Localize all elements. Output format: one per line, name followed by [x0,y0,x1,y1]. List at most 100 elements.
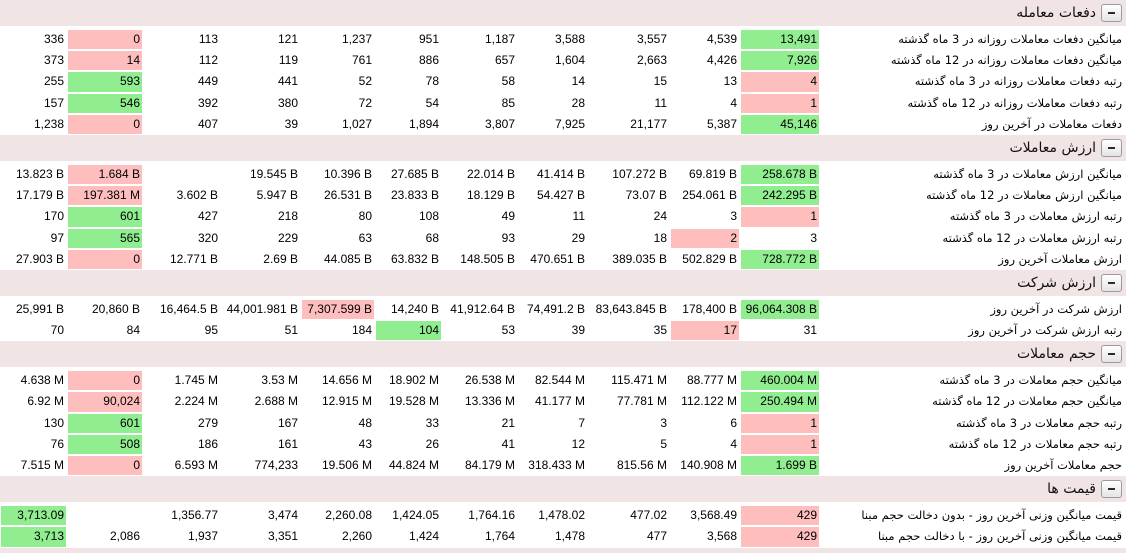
value-cell: 3.602 B [176,188,218,203]
stats-section: دفعات معامله میانگین دفعات معاملات روزانه… [0,0,1126,135]
collapse-toggle-button[interactable] [1101,4,1122,22]
row-label: حجم معاملات آخرین روز [1004,458,1122,472]
value-cell: 336 [43,32,64,46]
value-cell-highlight-green: 242.295 B [740,185,820,206]
value-cell: 95 [204,323,218,338]
value-cell: 774,233 [254,458,298,472]
section-title: ارزش شرکت [1017,274,1096,291]
value-cell-highlight-pink: 7,307.599 B [301,299,375,320]
value-cell: 407 [197,116,218,131]
value-cell-highlight-pink: 0 [67,114,143,135]
value-cell: 167 [277,415,298,430]
value-cell: 11 [654,95,667,110]
table-row: دفعات معاملات در آخرین روز 45,146 5,387 21,… [0,114,1126,135]
section-title: قیمت ها [1047,481,1096,498]
value-cell: 130 [43,415,64,430]
minus-icon [1108,353,1115,356]
collapse-toggle-button[interactable] [1101,345,1122,364]
value-cell: 24 [653,209,667,224]
value-cell: 1,187 [484,32,515,46]
value-cell: 12.771 B [169,251,218,266]
value-cell: 97 [50,230,64,245]
stats-section: حجم معاملات میانگین حجم معاملات در 3 ماه … [0,341,1126,476]
row-label: میانگین ارزش معاملات در 3 ماه گذشته [933,166,1122,181]
value-cell: 26 [425,436,439,451]
value-cell-highlight-green: 728.772 B [740,249,820,270]
value-cell-highlight-pink: 90,024 [67,391,143,412]
table-row: میانگین ارزش معاملات در 3 ماه گذشته 258.6… [0,164,1126,185]
row-label: میانگین دفعات معاملات روزانه در 12 ماه گ… [890,53,1122,68]
value-cell: 470.651 B [530,251,585,266]
value-cell: 44.824 M [388,458,439,472]
stats-section: ارزش معاملات میانگین ارزش معاملات در 3 ما… [0,134,1126,270]
value-cell: 380 [277,95,298,110]
value-cell: 148.505 B [460,251,515,266]
section-header: قیمت ها [0,476,1126,503]
value-cell [143,164,221,185]
table-row: قیمت میانگین وزنی آخرین روز - با دخالت ح… [0,526,1126,547]
value-cell-highlight-green: 258.678 B [740,164,820,185]
value-cell: 18.129 B [466,188,515,203]
value-cell: 1,424.05 [392,508,439,523]
minus-icon [1108,12,1115,14]
value-cell: 112.122 M [681,394,737,409]
value-cell: 1,027 [341,116,372,131]
value-cell: 4 [730,436,737,451]
value-cell-highlight-green: 45,146 [740,114,820,135]
row-label: دفعات معاملات در آخرین روز [981,116,1122,131]
value-cell: 3.53 M [261,373,298,388]
value-cell: 2,663 [636,53,667,68]
value-cell: 5.947 B [256,188,298,203]
value-cell: 16,464.5 B [159,301,218,316]
value-cell: 78 [425,74,439,89]
value-cell: 31 [803,323,817,338]
value-cell: 4,426 [706,53,737,68]
value-cell: 83,643.845 B [595,301,667,316]
value-cell-highlight-pink: 17 [670,320,740,341]
value-cell: 477.02 [630,508,667,523]
value-cell: 3 [730,209,737,224]
value-cell-highlight-pink: 2 [670,228,740,249]
value-cell: 74,491.2 B [526,301,585,316]
value-cell: 3,588 [554,32,585,46]
value-cell: 170 [43,209,64,224]
value-cell [67,505,143,526]
value-cell: 255 [43,74,64,89]
collapse-toggle-button[interactable] [1101,273,1122,292]
section-header: دفعات معامله [0,0,1126,26]
value-cell: 41.177 M [534,394,585,409]
value-cell-highlight-pink: 429 [740,526,820,547]
value-cell-highlight-green: 13,491 [740,29,820,50]
value-cell: 43 [358,436,372,451]
value-cell: 39 [284,116,298,131]
row-label: قیمت میانگین وزنی آخرین روز - با دخالت ح… [877,529,1122,544]
value-cell: 7,925 [554,116,585,131]
value-cell: 2.224 M [174,394,218,409]
collapse-toggle-button[interactable] [1101,480,1122,499]
value-cell: 14,240 B [390,301,439,316]
value-cell: 2,086 [109,529,140,544]
table-row: میانگین دفعات معاملات روزانه در 3 ماه گذ… [0,29,1126,50]
value-cell-highlight-pink: 0 [67,455,143,476]
value-cell: 761 [351,53,372,68]
collapse-toggle-button[interactable] [1101,138,1122,157]
value-cell: 392 [197,95,218,110]
value-cell: 112 [198,53,218,68]
value-cell: 39 [571,323,585,338]
value-cell: 76 [50,436,64,451]
value-cell: 28 [571,95,585,110]
value-cell: 2,260.08 [325,508,372,523]
value-cell: 320 [197,230,218,245]
value-cell: 12.915 M [321,394,372,409]
row-label: رتبه حجم معاملات در 3 ماه گذشته [955,415,1122,430]
value-cell: 41.414 B [536,166,585,181]
value-cell-highlight-green: 1.699 B [740,455,820,476]
minus-icon [1108,488,1115,491]
value-cell: 1,356.77 [171,508,218,523]
value-cell-highlight-pink: 1 [740,206,820,227]
value-cell: 44.085 B [323,251,372,266]
value-cell: 4,539 [706,32,737,46]
value-cell-highlight-pink: 4 [740,71,820,92]
value-cell: 19.545 B [249,166,298,181]
value-cell: 1,237 [341,32,372,46]
